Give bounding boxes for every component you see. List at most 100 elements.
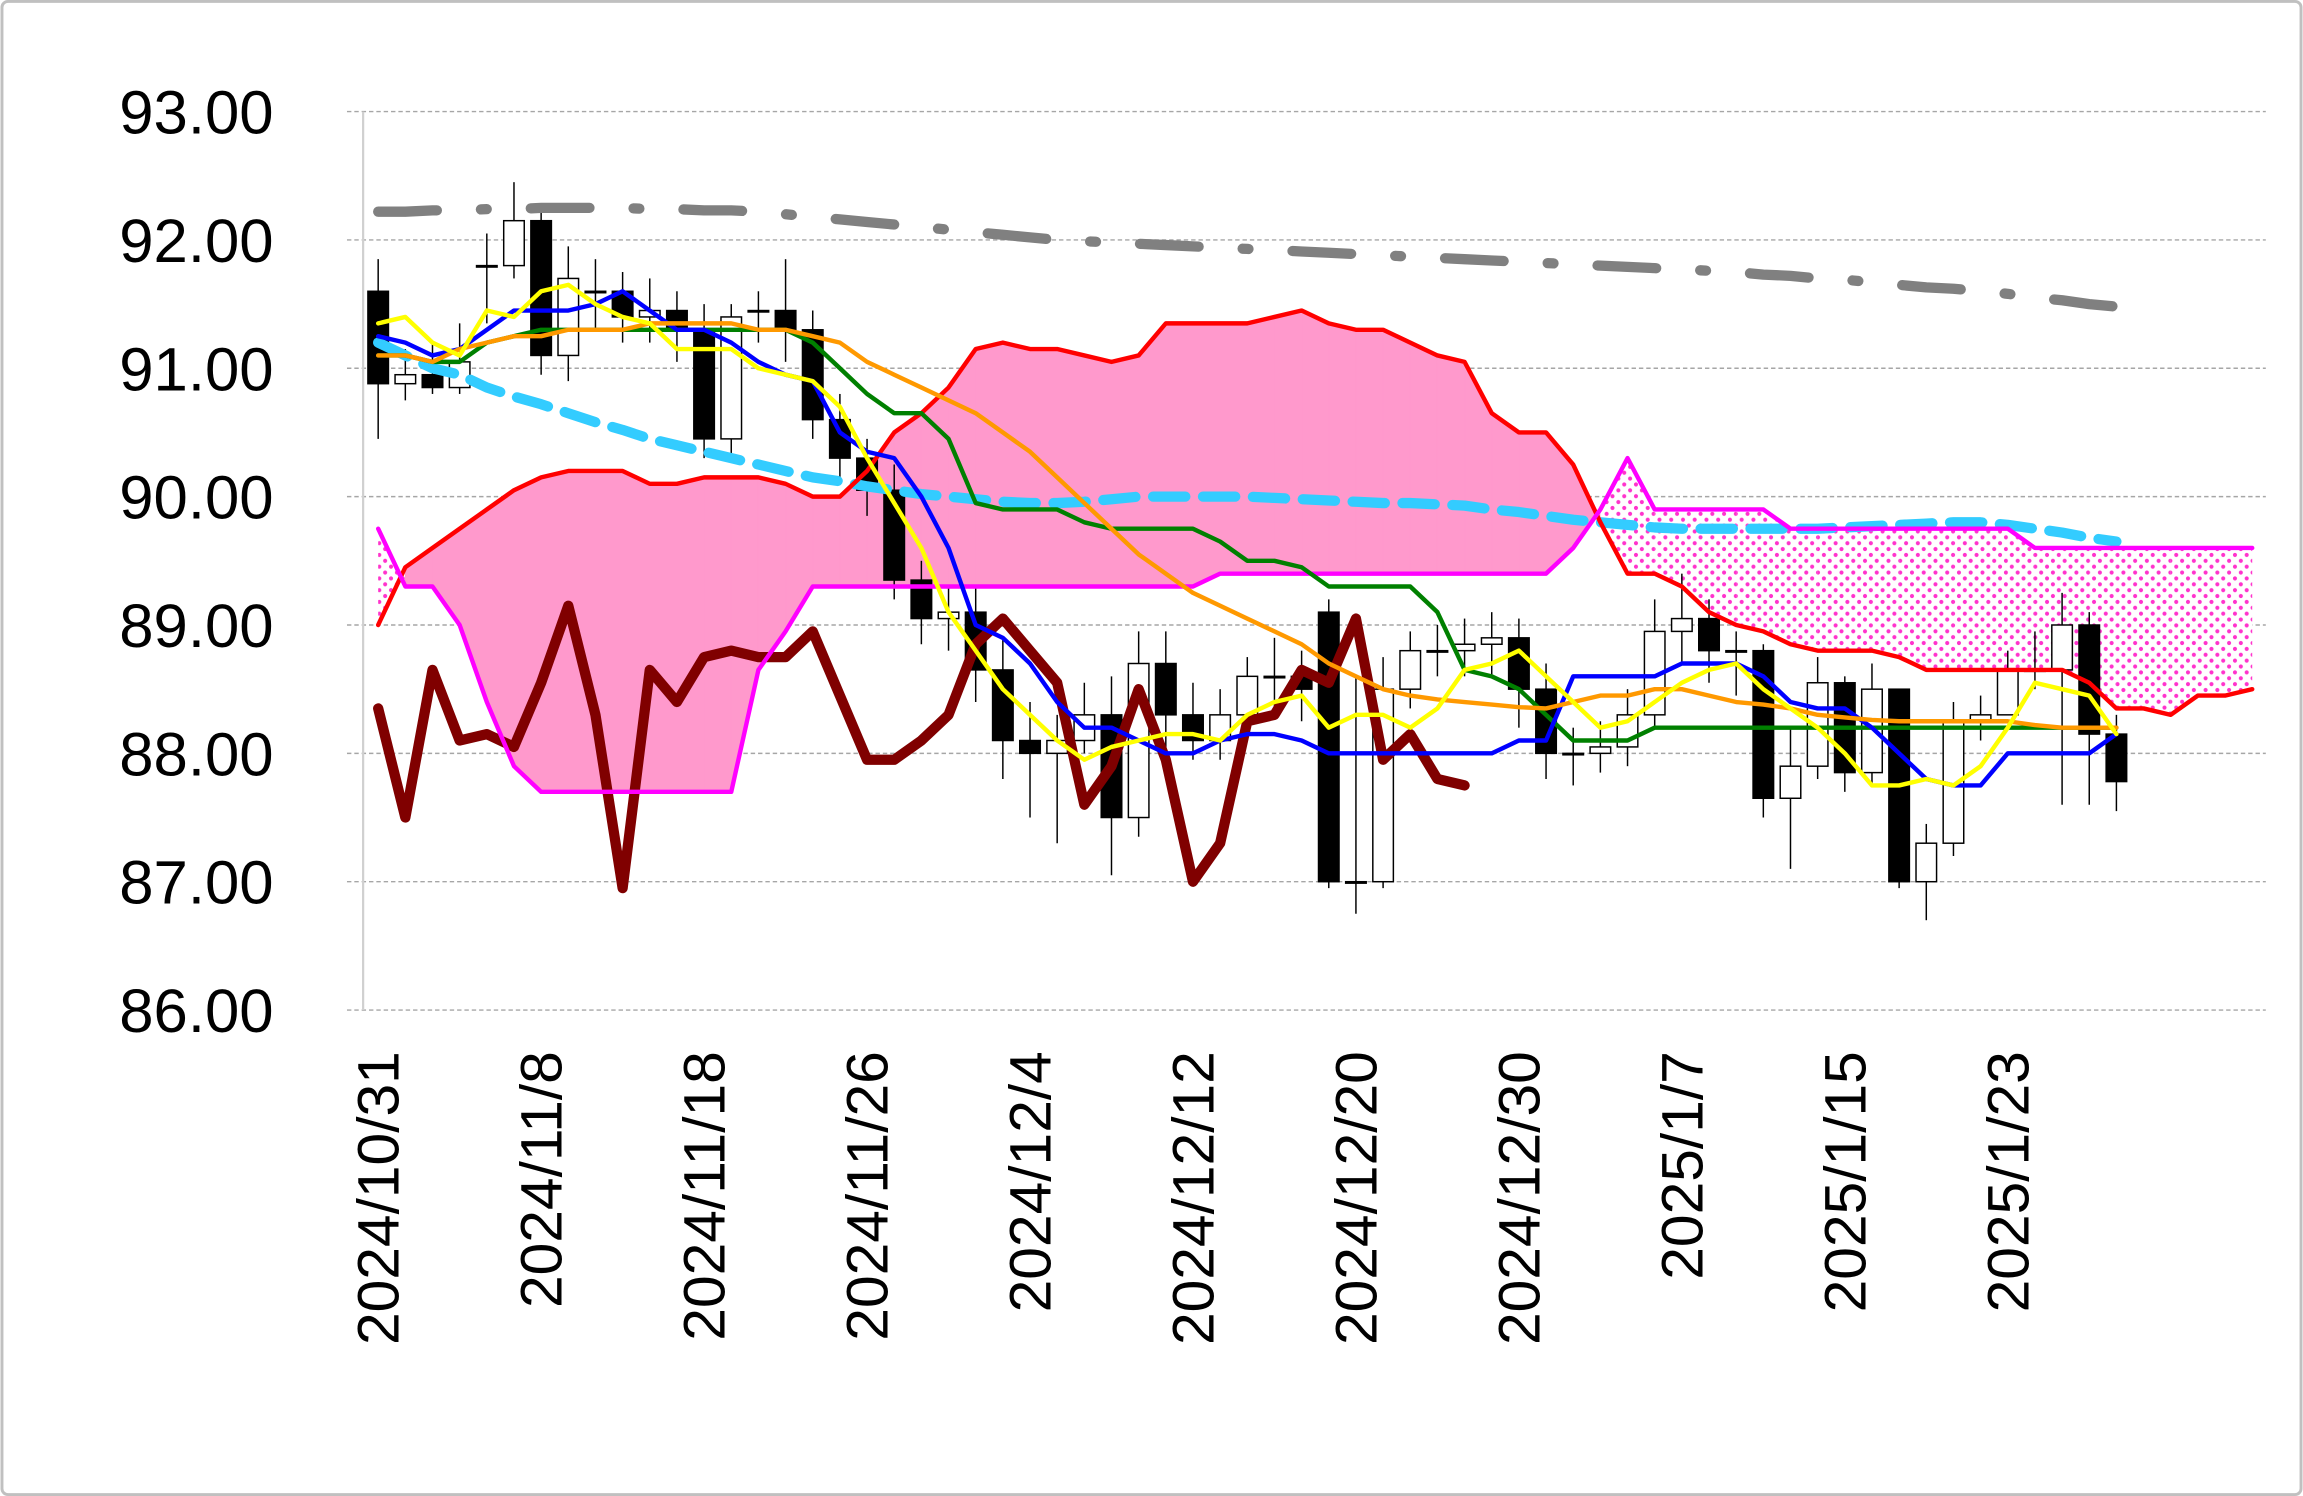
- candle-body: [1507, 637, 1530, 690]
- candle-body: [910, 579, 933, 620]
- cloud-bull: [812, 496, 841, 587]
- x-tick-label: 2024/12/30: [1487, 1051, 1552, 1345]
- candle-body: [1996, 669, 2019, 716]
- cloud-bear: [1953, 528, 1981, 670]
- cloud-bear: [2007, 528, 2035, 670]
- cloud-bear: [1763, 509, 1791, 645]
- candle-body: [557, 277, 580, 357]
- cloud-bear: [1600, 458, 1628, 574]
- series-line: [375, 321, 2119, 730]
- candle-body: [991, 669, 1014, 742]
- x-tick-label: 2024/10/31: [347, 1051, 412, 1345]
- y-tick-label: 87.00: [119, 849, 273, 918]
- candle-body: [774, 309, 797, 331]
- cloud-bull: [1355, 329, 1384, 575]
- cloud-bear: [1817, 528, 1845, 651]
- cloud-bull: [1382, 329, 1411, 575]
- cloud-bull: [975, 342, 1004, 587]
- cloud-bear: [2225, 547, 2253, 696]
- candle-body: [1562, 752, 1585, 756]
- series-line: [375, 327, 2119, 743]
- candle-body: [1752, 649, 1775, 800]
- cloud-bull: [676, 476, 705, 793]
- candle-body: [1263, 675, 1286, 679]
- cloud-bull: [1002, 342, 1031, 587]
- candle-body: [1480, 637, 1503, 645]
- x-tick-label: 2024/12/4: [999, 1051, 1064, 1312]
- candle-body: [1806, 682, 1829, 767]
- cloud-bear: [1681, 509, 1710, 613]
- candle-body: [1589, 746, 1612, 755]
- y-tick-label: 86.00: [119, 977, 273, 1046]
- cloud-bull: [1328, 322, 1357, 575]
- cloud-bull: [1246, 316, 1275, 575]
- candle-body: [1154, 662, 1177, 716]
- candle-body: [801, 329, 824, 421]
- candle-body: [1915, 842, 1938, 883]
- candle-body: [2051, 624, 2074, 671]
- candle-body: [1698, 617, 1721, 652]
- candle-body: [584, 290, 607, 294]
- y-tick-label: 91.00: [119, 335, 273, 404]
- series-line: [373, 202, 2122, 312]
- candle-body: [1019, 739, 1042, 755]
- candle-body: [1725, 649, 1748, 653]
- cloud-bull: [1436, 354, 1466, 575]
- cloud-bull: [1192, 322, 1221, 588]
- cloud-bull: [1056, 348, 1085, 587]
- cloud-bear: [2116, 547, 2144, 709]
- cloud-bear: [2170, 547, 2198, 715]
- cloud-bear: [2197, 547, 2226, 696]
- cloud-bear: [2143, 547, 2171, 715]
- cloud-bull: [1274, 309, 1303, 575]
- candle-body: [720, 316, 743, 440]
- x-tick-label: 2025/1/15: [1813, 1051, 1878, 1312]
- cloud-bear: [1627, 458, 1655, 574]
- cloud-bull: [1083, 354, 1112, 587]
- y-tick-label: 92.00: [119, 207, 273, 276]
- cloud-bull: [1165, 322, 1194, 587]
- cloud-bear: [1844, 528, 1872, 651]
- cloud-bear: [1871, 528, 1900, 658]
- x-tick-label: 2024/11/8: [510, 1051, 575, 1308]
- candle-body: [1860, 688, 1883, 774]
- candle-body: [1344, 880, 1367, 884]
- candle-body: [693, 329, 716, 440]
- candle-body: [421, 373, 444, 389]
- x-tick-label: 2024/11/26: [836, 1051, 901, 1341]
- cloud-bear: [1709, 509, 1737, 625]
- candle-body: [1399, 649, 1422, 690]
- cloud-bear: [1899, 528, 1927, 670]
- x-tick-label: 2024/12/12: [1162, 1051, 1227, 1345]
- y-tick-label: 93.00: [119, 79, 273, 148]
- cloud-bear: [378, 528, 406, 625]
- y-tick-label: 89.00: [119, 592, 273, 661]
- candle-body: [394, 373, 417, 385]
- cloud-bull: [1138, 322, 1167, 587]
- x-tick-label: 2025/1/23: [1976, 1051, 2041, 1312]
- cloud-bear: [1926, 528, 1954, 670]
- series-line: [375, 455, 2255, 795]
- x-tick-label: 2024/11/18: [673, 1051, 738, 1341]
- y-tick-label: 90.00: [119, 464, 273, 533]
- candle-body: [747, 309, 770, 313]
- y-tick-label: 88.00: [119, 720, 273, 789]
- cloud-bull: [649, 483, 678, 793]
- cloud-bear: [1790, 528, 1818, 651]
- cloud-bull: [1409, 341, 1438, 575]
- cloud-bull: [703, 476, 732, 793]
- candle-body: [502, 219, 525, 267]
- cloud-bull: [1301, 309, 1330, 575]
- cloud-bull: [1029, 348, 1058, 587]
- cloud-bear: [1980, 528, 2008, 670]
- candle-body: [475, 264, 498, 268]
- candle-body: [1426, 649, 1449, 653]
- cloud-bull: [1518, 432, 1547, 575]
- cloud-bear: [1736, 509, 1764, 632]
- x-tick-label: 2024/12/20: [1324, 1051, 1389, 1345]
- series-line: [375, 282, 2119, 788]
- candle-body: [1670, 617, 1693, 633]
- series-line: [375, 308, 2255, 718]
